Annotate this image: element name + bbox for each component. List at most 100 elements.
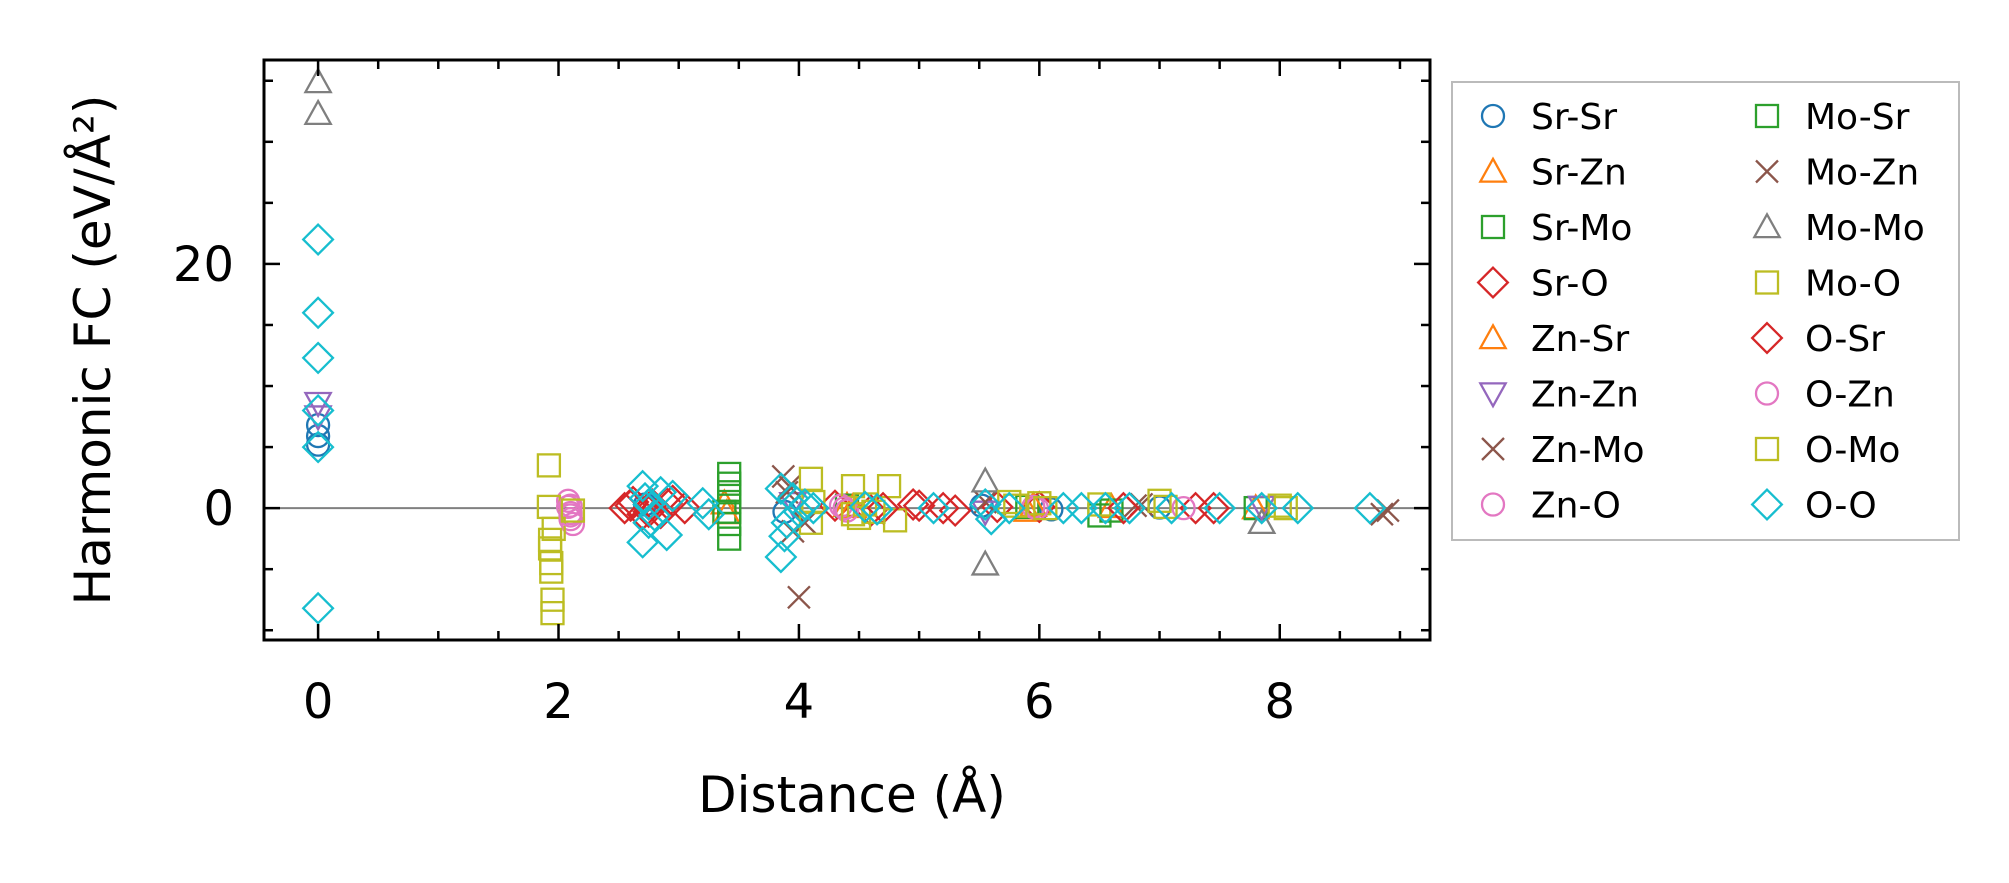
legend-label: Mo-Sr — [1805, 97, 1910, 138]
data-point — [1273, 495, 1298, 521]
data-point — [1171, 495, 1196, 521]
legend-entry: O-O — [1750, 486, 1877, 527]
data-point — [970, 549, 1000, 576]
legend-label: Zn-Zn — [1531, 375, 1639, 416]
data-point — [632, 487, 666, 521]
data-point — [782, 495, 816, 529]
legend-entry: Sr-Mo — [1480, 208, 1632, 249]
legend-entry: Mo-Sr — [1754, 97, 1910, 138]
plot-frame — [262, 58, 1432, 642]
data-point — [1281, 491, 1315, 525]
data-point — [656, 479, 690, 513]
data-point — [838, 491, 868, 519]
legend-label: Mo-O — [1805, 264, 1901, 305]
legend-entry: Zn-Sr — [1478, 319, 1629, 360]
x-tick-label: 0 — [303, 674, 334, 730]
data-point — [539, 559, 564, 584]
data-point — [778, 491, 808, 519]
legend-entry: Mo-Mo — [1752, 208, 1925, 249]
data-point — [717, 499, 742, 524]
legend-entry: Sr-Sr — [1480, 97, 1617, 138]
data-point — [541, 516, 566, 542]
data-point — [686, 486, 720, 520]
legend-frame — [1451, 81, 1960, 541]
data-point — [560, 498, 586, 523]
data-point — [303, 66, 333, 94]
legend-entry: O-Sr — [1750, 319, 1885, 360]
data-point — [536, 453, 562, 478]
legend-marker — [1478, 322, 1508, 350]
data-point — [1245, 491, 1279, 525]
data-point — [876, 473, 902, 499]
y-tick-label: 20 — [173, 237, 234, 293]
data-point — [301, 393, 335, 427]
plot-border — [262, 58, 1432, 642]
data-point — [902, 489, 936, 523]
data-point — [692, 497, 726, 531]
legend-entry: Mo-Zn — [1755, 153, 1919, 194]
data-point — [301, 296, 335, 330]
data-point — [303, 98, 333, 125]
legend-label: O-O — [1805, 486, 1877, 527]
data-point — [717, 526, 742, 551]
data-point — [926, 491, 960, 525]
data-point — [303, 391, 333, 419]
legend-label: O-Mo — [1805, 430, 1900, 471]
legend-marker — [1480, 214, 1506, 240]
data-point — [717, 511, 742, 537]
legend-label: Zn-Mo — [1531, 430, 1645, 471]
legend-marker — [1754, 270, 1780, 295]
data-point — [668, 491, 702, 525]
series-zn-mo — [771, 464, 1394, 610]
data-point — [1046, 491, 1080, 525]
data-point — [832, 495, 857, 521]
x-axis-label: Distance (Å) — [698, 766, 1006, 824]
data-point — [537, 536, 563, 561]
legend-marker — [1481, 437, 1505, 461]
legend-entry: Zn-Zn — [1478, 375, 1639, 416]
legend-marker — [1480, 103, 1506, 129]
data-point — [1267, 493, 1292, 518]
data-point — [626, 469, 660, 503]
data-point — [796, 491, 830, 525]
legend-label: Sr-Mo — [1531, 208, 1632, 249]
data-point — [788, 487, 822, 521]
legend-marker — [1755, 159, 1779, 184]
data-point — [1370, 502, 1394, 527]
data-point — [968, 487, 1002, 521]
data-point — [992, 491, 1026, 525]
data-point — [776, 481, 810, 515]
data-point — [1033, 495, 1058, 521]
x-tick-label: 2 — [543, 674, 574, 730]
series-o-o — [301, 223, 1387, 625]
data-point — [1247, 507, 1277, 535]
data-point — [970, 466, 1000, 493]
x-tick-label: 8 — [1264, 674, 1295, 730]
data-point — [644, 475, 678, 509]
series-mo-mo — [303, 66, 1277, 576]
data-point — [558, 493, 583, 518]
data-point — [896, 487, 930, 521]
legend-marker — [1478, 156, 1508, 183]
data-point — [301, 430, 335, 464]
data-point — [540, 587, 565, 612]
axis-ticks — [264, 60, 1430, 640]
legend-label: O-Zn — [1805, 375, 1895, 416]
data-point — [848, 490, 882, 524]
data-point — [650, 518, 684, 552]
legend-marker — [1754, 436, 1780, 462]
data-point — [787, 585, 811, 610]
legend-label: Zn-O — [1531, 486, 1621, 527]
legend-entry: Mo-O — [1754, 264, 1901, 305]
legend-label: O-Sr — [1805, 319, 1885, 360]
y-tick-label: 0 — [203, 481, 234, 537]
data-point — [764, 540, 798, 574]
legend-marker — [1754, 103, 1780, 129]
legend-label: Sr-O — [1531, 264, 1609, 305]
legend-label: Sr-Zn — [1531, 153, 1627, 194]
legend-label: Sr-Sr — [1531, 97, 1617, 138]
legend-entry: O-Zn — [1754, 375, 1895, 416]
legend-marker — [1478, 382, 1508, 409]
data-point — [1155, 491, 1189, 525]
